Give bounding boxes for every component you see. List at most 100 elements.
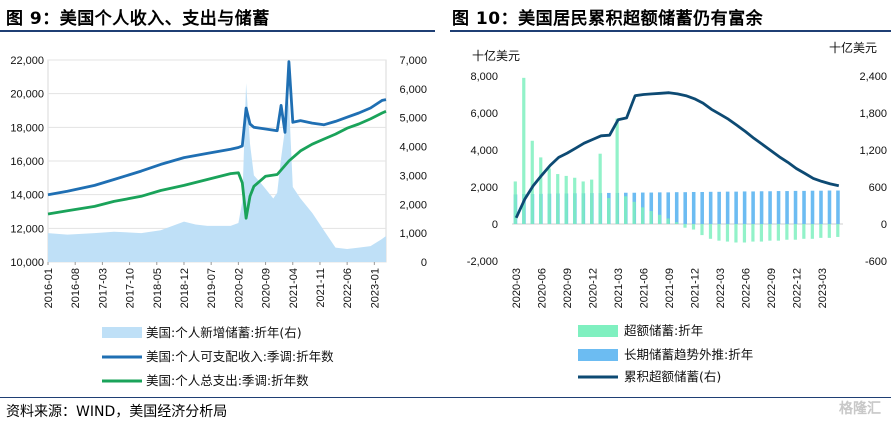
legend-label: 美国:个人总支出:季调:折年数 (146, 373, 309, 388)
x-axis-tick: 2021-12 (689, 268, 701, 308)
excess-bar (590, 179, 594, 224)
excess-bar (691, 224, 696, 230)
right-axis-unit: 十亿美元 (829, 40, 877, 55)
left-chart-title: 图 9：美国个人收入、支出与储蓄 (6, 9, 270, 29)
right-axis-tick: 4,000 (399, 142, 427, 154)
trend-bar (751, 191, 755, 224)
source-rule (0, 397, 891, 398)
trend-bar (793, 190, 798, 224)
excess-bar (657, 214, 662, 224)
right-chart-title: 图 10：美国居民累积超额储蓄仍有富余 (452, 9, 764, 29)
trend-bar (810, 190, 815, 224)
trend-bar (785, 191, 789, 224)
trend-bar (700, 191, 704, 224)
excess-bar (530, 140, 534, 224)
excess-bar (666, 218, 670, 224)
x-axis-tick: 2020-06 (537, 268, 549, 308)
excess-bar (573, 177, 577, 224)
excess-bar (683, 224, 687, 228)
right-axis-tick: 2,000 (399, 199, 427, 211)
left-axis-tick: 16,000 (10, 156, 44, 168)
excess-bar (640, 207, 645, 224)
x-axis-tick: 2017-03 (97, 268, 109, 308)
left-axis-tick: 14,000 (10, 190, 44, 202)
trend-bar (742, 191, 747, 224)
x-axis-tick: 2020-02 (233, 268, 245, 308)
excess-bar (708, 224, 713, 239)
trend-bar (649, 192, 654, 224)
excess-bar (725, 224, 730, 242)
x-axis-tick: 2017-10 (125, 268, 137, 308)
x-axis-tick: 2022-03 (715, 268, 727, 308)
x-axis-tick: 2022-06 (342, 268, 354, 308)
excess-bar (810, 224, 814, 239)
excess-bar (674, 222, 679, 224)
excess-bar (827, 224, 831, 238)
excess-bar (522, 77, 526, 224)
right-axis-tick: 6,000 (399, 84, 427, 96)
trend-bar (759, 191, 764, 224)
trend-bar (708, 191, 713, 224)
right-axis-tick: 0 (881, 219, 887, 231)
legend-label: 超额储蓄:折年 (624, 323, 703, 338)
trend-bar (802, 190, 806, 224)
right-axis-tick: 5,000 (399, 113, 427, 125)
right-title-rule (450, 30, 891, 32)
right-axis-tick: 600 (869, 182, 887, 194)
excess-bar (632, 201, 636, 224)
trend-bar (691, 191, 696, 224)
excess-bar (598, 153, 602, 224)
right-axis-tick: 3,000 (399, 170, 427, 182)
excess-bar (556, 174, 560, 224)
legend-label: 累积超额储蓄(右) (624, 369, 721, 384)
x-axis-tick: 2021-04 (288, 268, 300, 308)
x-axis-tick: 2018-12 (179, 268, 191, 308)
excess-bar (564, 175, 568, 224)
x-axis-tick: 2023-03 (817, 268, 829, 308)
right-axis-tick: -600 (865, 256, 887, 268)
x-axis-tick: 2021-09 (664, 268, 676, 308)
left-axis-tick: 8,000 (470, 71, 498, 83)
left-axis-tick: 2,000 (470, 182, 498, 194)
excess-bar (759, 224, 764, 242)
excess-bar (793, 224, 797, 240)
legend-label: 长期储蓄趋势外推:折年 (624, 347, 753, 362)
excess-bar (717, 224, 721, 241)
excess-bar (751, 224, 755, 242)
x-axis-tick: 2022-12 (791, 268, 803, 308)
trend-bar (717, 191, 721, 224)
trend-bar (725, 191, 730, 224)
trend-bar (836, 190, 840, 224)
x-axis-tick: 2020-12 (588, 268, 600, 308)
left-axis-tick: 6,000 (470, 108, 498, 120)
watermark-logo: 格隆汇 (839, 401, 881, 417)
right-axis-tick: 0 (421, 257, 427, 269)
savings-area (48, 83, 386, 262)
x-axis-tick: 2021-06 (639, 268, 651, 308)
x-axis-tick: 2019-07 (206, 268, 218, 308)
trend-bar (666, 192, 671, 224)
spending-line (47, 110, 387, 220)
excess-bar (581, 181, 585, 224)
trend-bar (734, 191, 738, 224)
x-axis-tick: 2020-09 (261, 268, 273, 308)
excess-bar (776, 224, 780, 241)
x-axis-tick: 2020-03 (511, 268, 523, 308)
left-axis-tick: 0 (492, 219, 498, 231)
left-axis-tick: -2,000 (467, 256, 498, 268)
left-title-rule (0, 30, 435, 32)
excess-bar (607, 198, 611, 224)
x-axis-tick: 2022-06 (740, 268, 752, 308)
left-axis-tick: 18,000 (10, 122, 44, 134)
left-axis-tick: 4,000 (470, 145, 498, 157)
excess-bar (836, 224, 840, 237)
trend-bar (776, 191, 781, 224)
trend-bar (819, 190, 823, 224)
excess-bar (819, 224, 823, 238)
excess-bar (513, 181, 517, 224)
trend-bar (827, 190, 832, 224)
left-axis-tick: 22,000 (10, 55, 44, 67)
excess-bar (649, 211, 653, 224)
trend-bar (768, 191, 772, 224)
